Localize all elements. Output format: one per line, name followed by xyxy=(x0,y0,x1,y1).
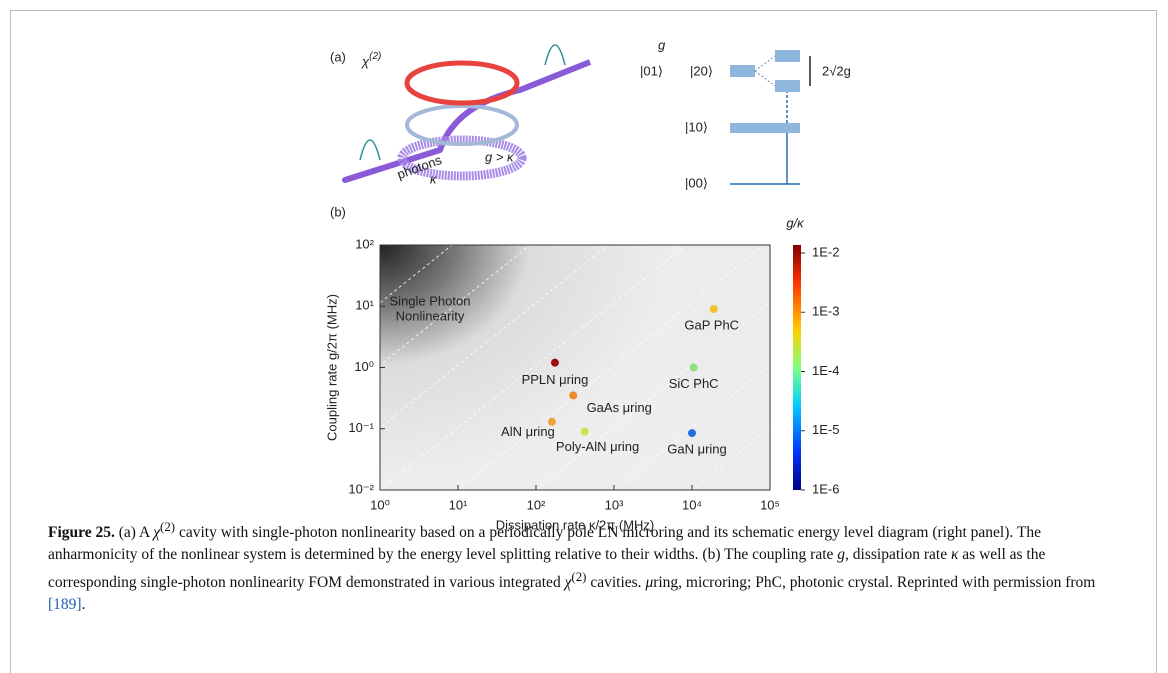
chi-order: (2) xyxy=(369,51,381,62)
x-tick-label: 10⁴ xyxy=(682,497,702,512)
level-label: |10⟩ xyxy=(685,119,708,134)
point-label: GaAs μring xyxy=(587,400,652,415)
panel-label: (b) xyxy=(330,204,346,219)
point xyxy=(547,417,556,426)
g-label: g xyxy=(658,37,666,52)
contour-line xyxy=(457,245,765,490)
caption-symbol: χ xyxy=(153,524,161,542)
x-axis-label: Dissipation rate κ/2π (MHz) xyxy=(496,517,655,532)
ring-lower xyxy=(397,135,527,181)
caption-text: as well as the corresponding single-phot… xyxy=(48,546,1046,592)
point xyxy=(709,305,718,314)
caption-symbol: κ xyxy=(950,546,959,564)
point xyxy=(569,391,578,400)
caption-text: (a) A xyxy=(114,524,154,542)
contour-line xyxy=(380,245,609,429)
caption-text: cavities. xyxy=(586,574,646,592)
point-label: PPLN μring xyxy=(522,372,589,387)
colorbar-tick-label: 1E-3 xyxy=(812,304,839,319)
waveguide xyxy=(342,147,443,183)
x-tick-label: 10² xyxy=(527,497,546,512)
caption-text: . xyxy=(81,596,86,614)
caption-sup: (2) xyxy=(571,569,587,585)
point-label: AlN μring xyxy=(501,424,555,439)
colorbar xyxy=(793,245,801,490)
caption: Figure 25. (a) A χ(2) cavity with single… xyxy=(48,516,1128,616)
level-label: |01⟩ xyxy=(640,63,663,78)
citation[interactable]: [189] xyxy=(48,596,82,614)
pulse xyxy=(359,139,381,161)
colorbar-tick-label: 1E-5 xyxy=(812,422,839,437)
x-tick-label: 10⁰ xyxy=(370,497,390,512)
level-bar xyxy=(775,50,800,62)
caption-symbol: χ xyxy=(564,574,572,592)
dashed-link xyxy=(754,70,776,87)
point-label: GaN μring xyxy=(667,442,727,457)
point xyxy=(580,427,589,436)
caption-symbol: g xyxy=(837,546,846,564)
point xyxy=(550,358,559,367)
point-label: GaP PhC xyxy=(684,317,739,332)
chi: χ xyxy=(361,54,370,69)
dashed-link xyxy=(754,55,776,72)
colorbar-title: g/κ xyxy=(786,215,805,230)
y-tick-label: 10⁰ xyxy=(354,359,374,374)
colorbar-tick-label: 1E-4 xyxy=(812,363,839,378)
point-label: SiC PhC xyxy=(669,376,719,391)
caption-text: cavity with single-photon nonlinearity b… xyxy=(48,524,1041,564)
x-tick-label: 10³ xyxy=(605,497,624,512)
point xyxy=(688,429,696,438)
chi-label: χ(2) xyxy=(361,51,381,70)
level-label: |00⟩ xyxy=(685,175,708,190)
contour-line xyxy=(380,245,687,490)
caption-text: , dissipation rate xyxy=(845,546,951,564)
colorbar-tick-label: 1E-6 xyxy=(812,481,839,496)
point xyxy=(689,363,698,372)
ring-upper xyxy=(404,60,520,106)
level-bar xyxy=(730,123,800,133)
caption-sup: (2) xyxy=(160,519,176,534)
figure-frame xyxy=(10,10,1157,673)
y-axis-label: Coupling rate g/2π (MHz) xyxy=(324,294,339,441)
splitting-label: 2√2g xyxy=(822,63,851,78)
x-tick-label: 10¹ xyxy=(449,497,468,512)
level-bar xyxy=(730,65,755,77)
ring-middle xyxy=(405,104,519,146)
shading xyxy=(380,245,680,485)
x-tick-label: 10⁵ xyxy=(760,497,780,512)
point-label: Poly-AlN μring xyxy=(556,439,639,454)
annotation: Nonlinearity xyxy=(396,308,465,323)
coupling-label: g > κ xyxy=(485,149,515,164)
y-tick-label: 10⁻² xyxy=(348,481,374,496)
level-label: |20⟩ xyxy=(690,63,713,78)
pulse xyxy=(544,44,566,66)
panel-a: (a) χ(2) photons κ g > κ |01⟩ |20⟩ g 2√2… xyxy=(330,37,851,190)
y-tick-label: 10² xyxy=(355,236,374,251)
panel-label: (a) xyxy=(330,49,346,64)
y-tick-label: 10⁻¹ xyxy=(348,420,374,435)
contour-line xyxy=(613,364,770,490)
annotation: Single Photon xyxy=(390,293,471,308)
contours xyxy=(380,245,770,490)
colorbar-tick-label: 1E-2 xyxy=(812,244,839,259)
contour-line xyxy=(535,302,770,490)
caption-symbol: μ xyxy=(645,574,654,592)
level-bar xyxy=(775,80,800,92)
caption-label: Figure 25. xyxy=(48,524,115,542)
caption-text: ring, microring; PhC, photonic crystal. … xyxy=(653,574,1096,592)
kappa-label: κ xyxy=(430,171,438,186)
y-tick-label: 10¹ xyxy=(355,298,374,313)
